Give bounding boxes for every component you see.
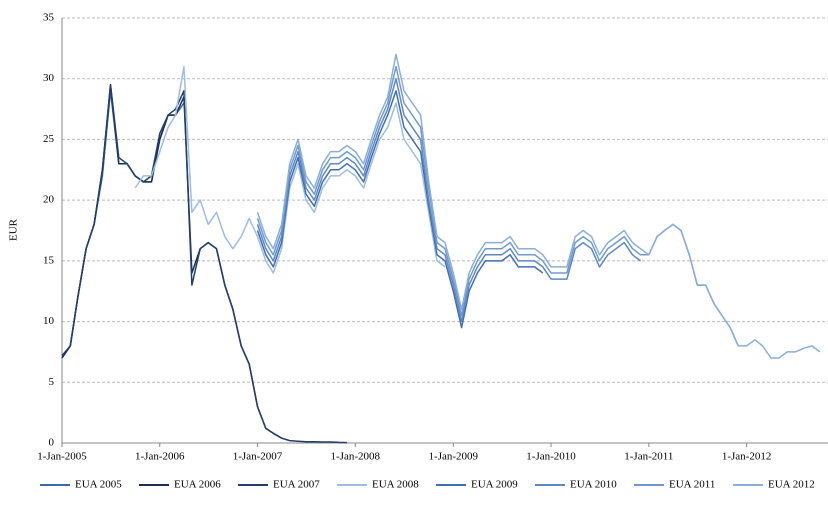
y-tick-label: 10	[43, 315, 55, 327]
y-tick-label: 25	[43, 133, 55, 145]
x-tick-label: 1-Jan-2011	[624, 451, 673, 463]
y-tick-label: 15	[43, 254, 55, 266]
y-tick-label: 20	[43, 194, 55, 206]
legend-label: EUA 2005	[75, 479, 122, 491]
series-line	[256, 77, 641, 323]
series-line	[61, 90, 185, 359]
legend-label: EUA 2012	[768, 479, 815, 491]
series-line	[256, 90, 544, 329]
series-line	[256, 53, 821, 359]
legend-label: EUA 2006	[174, 479, 221, 491]
series-line	[61, 84, 348, 444]
legend-label: EUA 2009	[471, 479, 518, 491]
x-tick-label: 1-Jan-2010	[526, 451, 576, 463]
legend-label: EUA 2011	[669, 479, 715, 491]
x-tick-label: 1-Jan-2009	[429, 451, 479, 463]
series-line	[134, 65, 446, 274]
x-tick-label: 1-Jan-2008	[331, 451, 381, 463]
x-tick-label: 1-Jan-2006	[135, 451, 185, 463]
y-tick-label: 0	[49, 437, 55, 449]
y-axis-label: EUR	[8, 218, 20, 241]
x-tick-label: 1-Jan-2012	[722, 451, 772, 463]
series-line	[61, 84, 282, 439]
x-tick-label: 1-Jan-2007	[233, 451, 283, 463]
x-tick-label: 1-Jan-2005	[37, 451, 87, 463]
legend-label: EUA 2007	[273, 479, 320, 491]
y-tick-label: 35	[43, 12, 55, 24]
y-tick-label: 5	[49, 376, 55, 388]
y-tick-label: 30	[43, 72, 55, 84]
series-line	[256, 65, 739, 347]
legend-label: EUA 2010	[570, 479, 617, 491]
legend-label: EUA 2008	[372, 479, 419, 491]
